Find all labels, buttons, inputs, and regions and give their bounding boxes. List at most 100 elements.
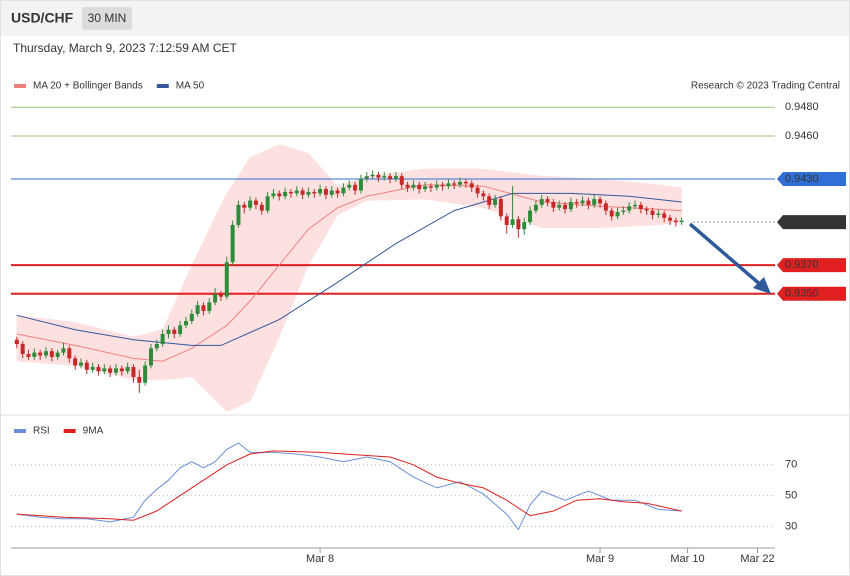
candle-body: [318, 189, 323, 194]
candle-body: [32, 352, 37, 357]
candle-body: [137, 377, 142, 383]
candle-body: [393, 176, 398, 180]
timestamp: Thursday, March 9, 2023 7:12:59 AM CET: [13, 41, 238, 55]
candle-body: [67, 348, 72, 359]
candle-body: [347, 184, 352, 188]
candle-body: [160, 333, 165, 345]
candle-body: [668, 217, 673, 221]
y-tick-label: 70: [785, 459, 797, 471]
candle-body: [201, 305, 206, 312]
candle-body: [423, 186, 428, 190]
candle-body: [662, 213, 667, 218]
level-tag: [777, 286, 846, 301]
candle-body: [551, 201, 556, 208]
candle-body: [26, 354, 31, 357]
plot: 0.9480 0.9460 0.9430 0.9400 0.9370 0.9350 MA 2…: [11, 81, 846, 565]
candle-body: [452, 183, 457, 185]
candle-body: [335, 190, 340, 194]
candle-body: [493, 199, 498, 205]
candle-body: [329, 190, 334, 195]
candle-body: [586, 200, 591, 205]
candle-body: [627, 206, 632, 211]
level-label: 0.9350: [785, 288, 819, 300]
bollinger-band: [226, 156, 251, 412]
candle-body: [516, 219, 521, 230]
candle-body: [283, 191, 288, 197]
x-tick-label: Mar 10: [670, 553, 704, 565]
candle-body: [510, 219, 515, 225]
candle-body: [568, 201, 573, 210]
legend-label: 9MA: [83, 426, 104, 437]
candle-body: [277, 193, 282, 197]
candle-body: [574, 201, 579, 204]
bollinger-band: [133, 329, 163, 381]
candle-body: [73, 358, 78, 366]
interval: 30 MIN: [88, 11, 127, 25]
candle-body: [434, 184, 439, 188]
candle-body: [108, 368, 113, 373]
candle-body: [376, 174, 381, 178]
candle-body: [166, 329, 171, 334]
candle-body: [207, 302, 212, 312]
candle-body: [656, 213, 661, 215]
candle-body: [55, 352, 60, 357]
candle-body: [469, 183, 474, 188]
candle-body: [533, 204, 538, 211]
level-tag: [777, 258, 846, 273]
candle-body: [598, 199, 603, 204]
candle-body: [399, 176, 404, 185]
candle-body: [463, 181, 468, 184]
candle-body: [358, 179, 363, 191]
candle-body: [218, 293, 223, 297]
candle-body: [224, 262, 229, 297]
candle-body: [242, 204, 247, 208]
candle-body: [61, 348, 66, 353]
level-label: 0.9460: [785, 130, 819, 142]
candle-body: [78, 362, 83, 366]
candle-body: [539, 199, 544, 205]
candle-body: [522, 222, 527, 230]
candle-body: [248, 200, 253, 208]
candle-body: [154, 344, 159, 349]
level-label: 0.9480: [785, 101, 819, 113]
candle-body: [43, 351, 48, 356]
candle-body: [14, 339, 19, 345]
level-label: 0.9430: [785, 173, 819, 185]
candle-body: [323, 189, 328, 195]
x-tick-label: Mar 9: [586, 553, 614, 565]
candle-body: [312, 191, 317, 194]
candle-body: [475, 187, 480, 194]
candle-body: [411, 184, 416, 188]
candle-body: [417, 184, 422, 190]
forecast-arrow: [688, 222, 764, 288]
moving-average-line: [16, 192, 682, 346]
candle-body: [609, 210, 614, 217]
candle-body: [90, 366, 95, 370]
legend-label: MA 20 + Bollinger Bands: [33, 81, 143, 92]
candle-body: [353, 184, 358, 191]
candle-body: [265, 196, 270, 211]
credit: Research © 2023 Trading Central: [691, 81, 840, 92]
candle-body: [481, 193, 486, 197]
indicator-line: [16, 442, 682, 531]
candle-body: [428, 186, 433, 188]
legend-swatch: [14, 84, 26, 88]
candle-body: [364, 176, 369, 180]
candle-body: [143, 365, 148, 383]
candle-body: [84, 362, 89, 370]
legend-swatch: [14, 429, 26, 433]
candle-body: [528, 210, 533, 223]
candle-body: [498, 199, 503, 217]
candle-body: [650, 210, 655, 215]
candle-body: [38, 352, 43, 356]
y-tick-label: 50: [785, 490, 797, 502]
candle-body: [487, 196, 492, 205]
candle-body: [405, 184, 410, 188]
candle-body: [673, 220, 678, 223]
candle-body: [125, 366, 130, 372]
candle-body: [341, 187, 346, 194]
candle-body: [306, 191, 311, 195]
candle-body: [388, 176, 393, 180]
candle-body: [382, 176, 387, 178]
